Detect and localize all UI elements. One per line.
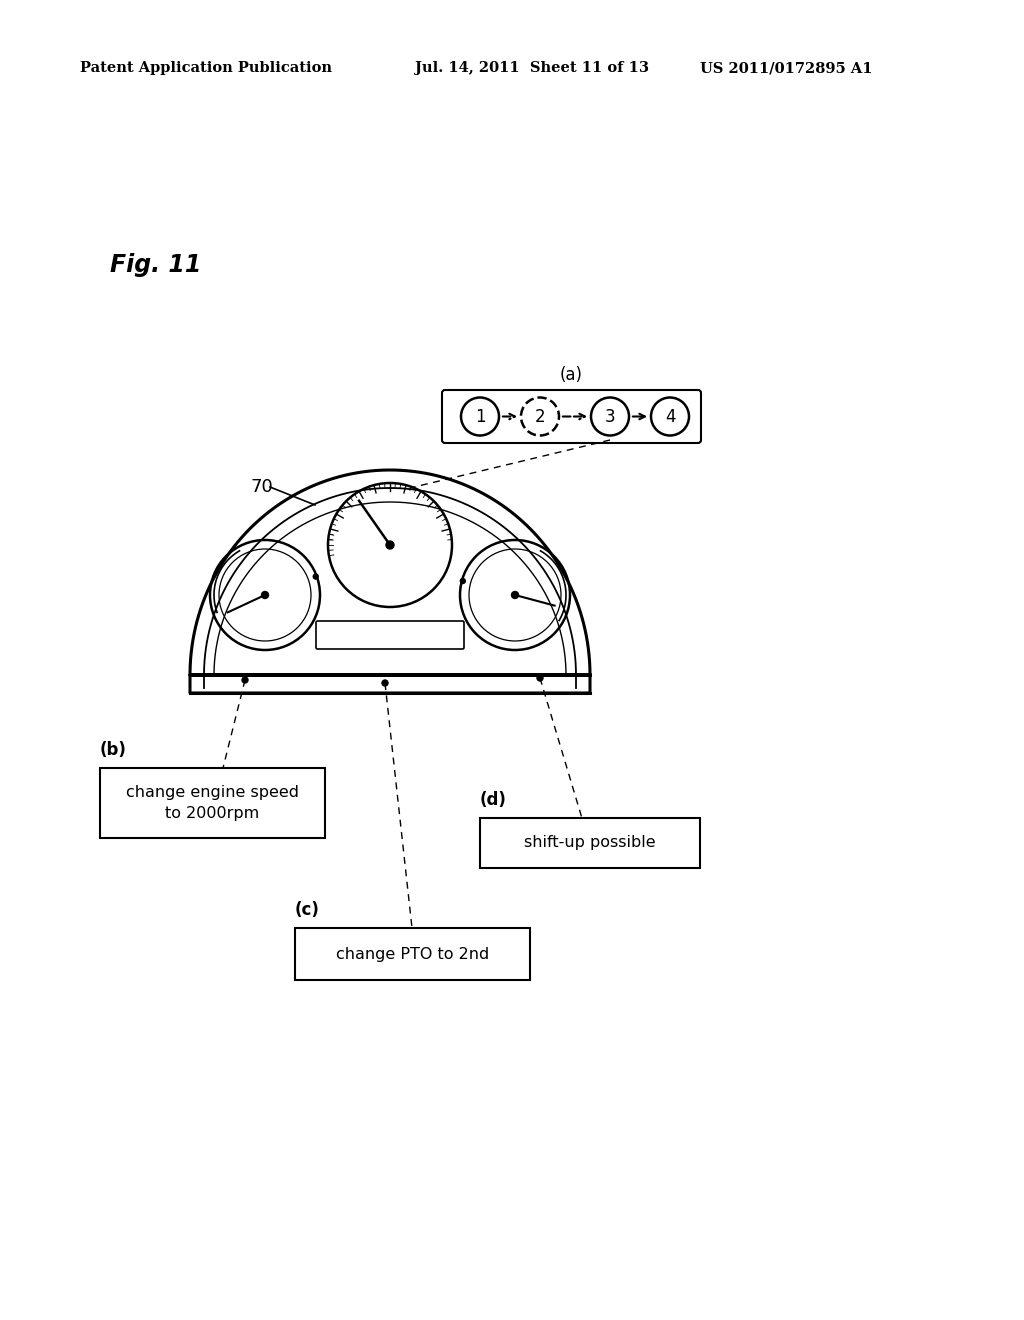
Text: 3: 3	[605, 408, 615, 425]
Circle shape	[537, 675, 543, 681]
FancyBboxPatch shape	[442, 389, 701, 444]
Text: 4: 4	[665, 408, 675, 425]
Text: (a): (a)	[560, 366, 583, 384]
Text: US 2011/0172895 A1: US 2011/0172895 A1	[700, 61, 872, 75]
Text: Fig. 11: Fig. 11	[110, 253, 202, 277]
Text: (b): (b)	[100, 741, 127, 759]
Text: (c): (c)	[295, 902, 319, 919]
Text: 70: 70	[250, 478, 272, 496]
FancyBboxPatch shape	[100, 768, 325, 838]
Text: change PTO to 2nd: change PTO to 2nd	[336, 946, 489, 961]
Text: 1: 1	[475, 408, 485, 425]
Circle shape	[242, 677, 248, 682]
FancyBboxPatch shape	[295, 928, 530, 979]
Text: (d): (d)	[480, 791, 507, 809]
Circle shape	[313, 574, 318, 579]
Text: 2: 2	[535, 408, 546, 425]
Text: Jul. 14, 2011  Sheet 11 of 13: Jul. 14, 2011 Sheet 11 of 13	[415, 61, 649, 75]
Text: shift-up possible: shift-up possible	[524, 836, 655, 850]
Circle shape	[461, 578, 465, 583]
Circle shape	[382, 680, 388, 686]
FancyBboxPatch shape	[316, 620, 464, 649]
FancyBboxPatch shape	[480, 818, 700, 869]
Text: change engine speed
to 2000rpm: change engine speed to 2000rpm	[126, 785, 299, 821]
Text: Patent Application Publication: Patent Application Publication	[80, 61, 332, 75]
Circle shape	[261, 591, 268, 598]
Circle shape	[512, 591, 518, 598]
Circle shape	[386, 541, 394, 549]
